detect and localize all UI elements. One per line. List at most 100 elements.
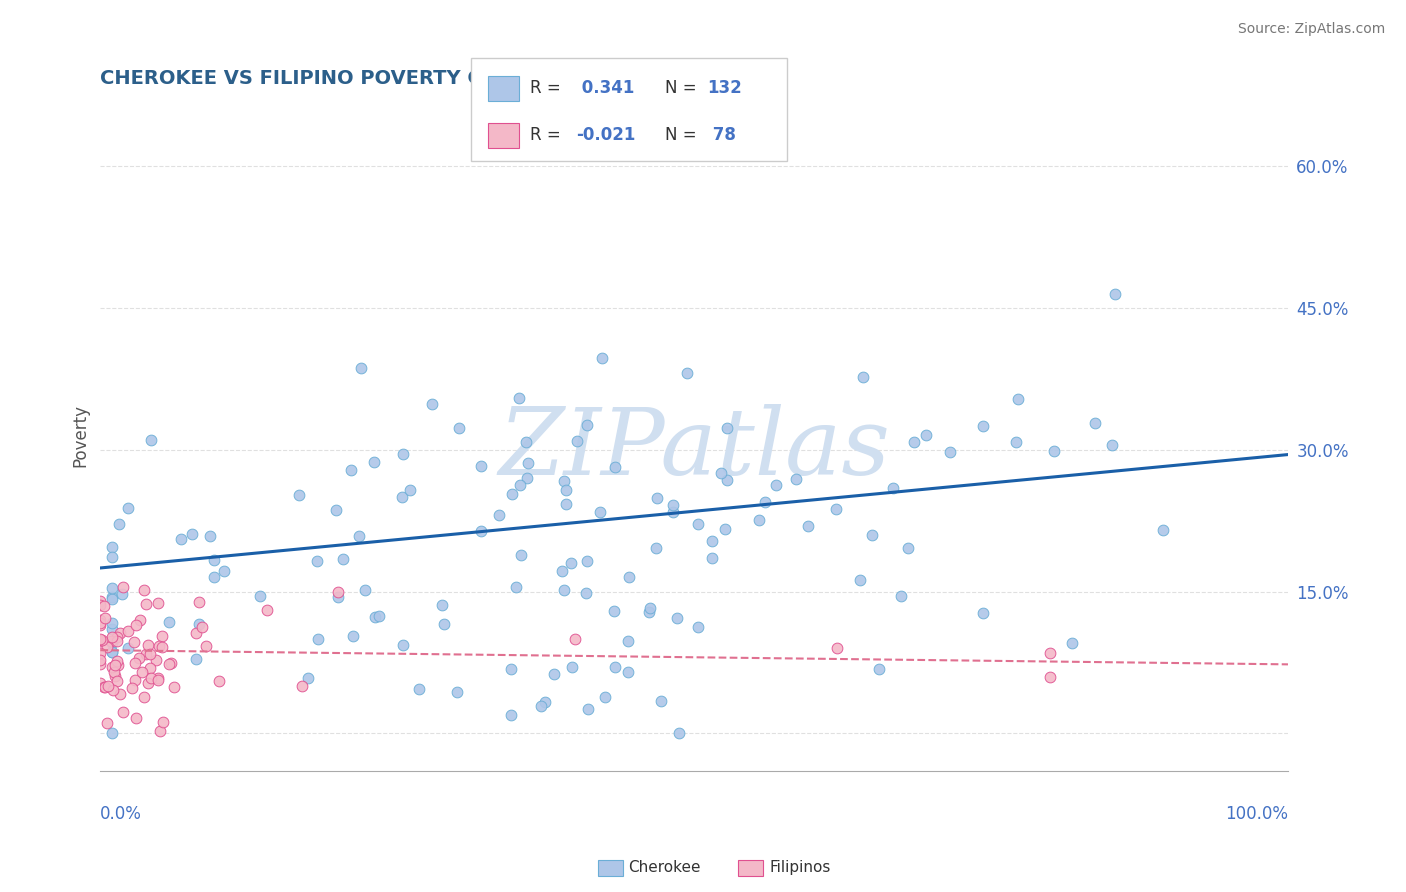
Point <box>139 648 162 662</box>
Point <box>713 522 735 536</box>
Point <box>105 674 128 689</box>
Point <box>89 615 111 630</box>
Point <box>1153 524 1175 538</box>
Point <box>291 679 314 693</box>
Point <box>105 630 128 644</box>
Point <box>785 472 807 486</box>
Point <box>146 597 169 611</box>
Point <box>1039 646 1062 660</box>
Point <box>1043 444 1066 458</box>
Point <box>112 580 135 594</box>
Point <box>184 652 207 666</box>
Point <box>565 434 588 448</box>
Point <box>342 628 364 642</box>
Point <box>202 553 225 567</box>
Point <box>603 460 626 475</box>
Point <box>972 606 994 620</box>
Point <box>160 656 183 670</box>
Point <box>200 529 222 543</box>
Point <box>488 508 510 522</box>
Point <box>868 662 890 676</box>
Point <box>555 497 578 511</box>
Point <box>422 397 444 411</box>
Point <box>852 370 875 384</box>
Text: N =: N = <box>665 79 696 97</box>
Point <box>89 646 111 660</box>
Point <box>128 613 150 627</box>
Point <box>128 651 150 665</box>
Point <box>110 626 132 640</box>
Point <box>108 687 131 701</box>
Text: 132: 132 <box>707 79 742 97</box>
Point <box>135 647 157 661</box>
Point <box>104 669 127 683</box>
Point <box>509 477 531 491</box>
Point <box>665 611 688 625</box>
Point <box>100 633 122 648</box>
Point <box>191 620 214 634</box>
Point <box>501 486 523 500</box>
Point <box>408 681 430 696</box>
Point <box>433 617 456 632</box>
Point <box>101 592 124 607</box>
Point <box>619 570 641 584</box>
Point <box>710 466 733 480</box>
Point <box>797 518 820 533</box>
Point <box>105 634 128 648</box>
Point <box>93 599 115 613</box>
Point <box>363 455 385 469</box>
Point <box>131 665 153 680</box>
Point <box>208 674 231 689</box>
Point <box>89 657 111 671</box>
Point <box>915 428 938 442</box>
Point <box>96 716 118 731</box>
Point <box>101 549 124 564</box>
Point <box>249 589 271 603</box>
Point <box>575 586 598 600</box>
Point <box>972 418 994 433</box>
Point <box>89 633 111 648</box>
Point <box>392 447 415 461</box>
Point <box>135 597 157 611</box>
Point <box>515 434 537 449</box>
Point <box>446 685 468 699</box>
Point <box>103 665 125 680</box>
Point <box>101 615 124 630</box>
Point <box>716 421 738 435</box>
Point <box>686 516 709 531</box>
Point <box>117 501 139 516</box>
Point <box>117 640 139 655</box>
Point <box>399 483 422 497</box>
Point <box>101 622 124 636</box>
Point <box>499 662 522 676</box>
Point <box>94 680 117 694</box>
Point <box>890 590 912 604</box>
Point <box>640 601 662 615</box>
Point <box>903 435 925 450</box>
Point <box>603 659 626 673</box>
Point <box>510 548 533 562</box>
Point <box>1039 670 1062 684</box>
Text: R =: R = <box>530 79 561 97</box>
Point <box>470 524 492 538</box>
Point <box>159 657 181 671</box>
Text: 78: 78 <box>707 127 737 145</box>
Text: 0.341: 0.341 <box>576 79 636 97</box>
Point <box>152 714 174 729</box>
Point <box>1062 636 1084 650</box>
Point <box>848 573 870 587</box>
Point <box>96 640 118 655</box>
Point <box>1005 434 1028 449</box>
Point <box>149 723 172 738</box>
Point <box>146 673 169 687</box>
Point <box>136 676 159 690</box>
Point <box>101 590 124 604</box>
Point <box>148 671 170 685</box>
Point <box>560 556 582 570</box>
Point <box>1007 392 1029 406</box>
Point <box>89 613 111 627</box>
Point <box>108 517 131 532</box>
Point <box>364 609 387 624</box>
Point <box>101 645 124 659</box>
Text: 100.0%: 100.0% <box>1225 805 1288 822</box>
